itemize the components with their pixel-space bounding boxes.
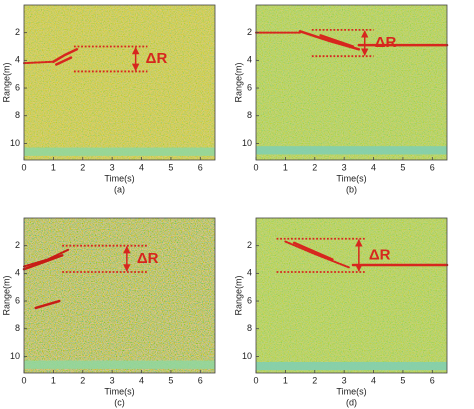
annotation-label: ΔR <box>375 34 397 51</box>
heatmap-noise <box>256 218 447 373</box>
x-tick-label: 0 <box>253 162 258 172</box>
x-tick-label: 0 <box>21 375 26 385</box>
x-tick-label: 4 <box>139 162 144 172</box>
x-tick-label: 3 <box>342 375 347 385</box>
x-tick-label: 5 <box>168 162 173 172</box>
y-tick-label: 8 <box>15 323 20 333</box>
x-tick-label: 5 <box>400 375 405 385</box>
y-tick-label: 10 <box>10 138 20 148</box>
panel: ΔR 0 1 2 3 4 5 6 2 4 6 8 10 Time(s) Range(m) (b) <box>233 4 449 194</box>
y-tick-label: 2 <box>15 240 20 250</box>
target-trace <box>23 60 55 65</box>
x-tick-label: 4 <box>139 375 144 385</box>
x-tick-label: 2 <box>312 162 317 172</box>
x-tick-label: 1 <box>283 162 288 172</box>
y-axis-label: Range(m) <box>233 62 243 102</box>
x-tick-label: 3 <box>110 162 115 172</box>
x-tick-label: 5 <box>168 375 173 385</box>
plot-frame <box>23 217 216 374</box>
x-tick-label: 3 <box>110 375 115 385</box>
x-tick-label: 2 <box>80 375 85 385</box>
plot-frame <box>255 217 448 374</box>
y-tick-label: 10 <box>242 351 252 361</box>
clutter-band <box>24 360 215 369</box>
annotation-label: ΔR <box>369 246 391 263</box>
x-tick-label: 0 <box>21 162 26 172</box>
x-tick-label: 6 <box>430 162 435 172</box>
target-trace <box>55 56 73 66</box>
panel: ΔR 0 1 2 3 4 5 6 2 4 6 8 10 Time(s) Range(m) (c) <box>1 217 216 407</box>
y-axis-label: Range(m) <box>233 275 243 315</box>
y-tick-label: 6 <box>15 82 20 92</box>
y-axis-label: Range(m) <box>1 62 11 102</box>
y-tick-label: 6 <box>247 295 252 305</box>
annotation-label: ΔR <box>137 250 159 267</box>
target-trace <box>292 241 334 261</box>
heatmap-noise <box>24 218 215 373</box>
heatmap-noise <box>24 5 215 160</box>
y-tick-label: 6 <box>247 82 252 92</box>
y-tick-label: 4 <box>247 55 252 65</box>
x-tick-label: 1 <box>283 375 288 385</box>
panel-label: (c) <box>114 397 125 407</box>
x-tick-label: 1 <box>51 162 56 172</box>
y-tick-label: 2 <box>247 27 252 37</box>
x-tick-label: 6 <box>430 375 435 385</box>
clutter-band <box>256 361 447 371</box>
y-tick-label: 10 <box>242 138 252 148</box>
x-tick-label: 6 <box>198 375 203 385</box>
x-tick-label: 4 <box>371 375 376 385</box>
y-tick-label: 8 <box>15 110 20 120</box>
x-tick-label: 5 <box>400 162 405 172</box>
y-tick-label: 2 <box>15 27 20 37</box>
panel: ΔR 0 1 2 3 4 5 6 2 4 6 8 10 Time(s) Range(m) (d) <box>233 217 449 407</box>
x-axis-label: Time(s) <box>104 386 134 396</box>
panel-label: (a) <box>114 184 125 194</box>
y-tick-label: 4 <box>247 268 252 278</box>
x-tick-label: 2 <box>312 375 317 385</box>
target-trace <box>22 254 64 271</box>
panel-label: (d) <box>346 397 357 407</box>
y-axis-label: Range(m) <box>1 275 11 315</box>
y-tick-label: 10 <box>10 351 20 361</box>
x-axis-label: Time(s) <box>104 173 134 183</box>
heatmap-noise <box>256 5 447 160</box>
x-tick-label: 6 <box>198 162 203 172</box>
x-axis-label: Time(s) <box>336 386 366 396</box>
x-tick-label: 1 <box>51 375 56 385</box>
x-axis-label: Time(s) <box>336 173 366 183</box>
target-trace <box>319 34 355 48</box>
x-tick-label: 2 <box>80 162 85 172</box>
annotation-label: ΔR <box>146 50 168 67</box>
target-trace <box>284 240 352 269</box>
plot-frame <box>23 4 216 161</box>
y-tick-label: 2 <box>247 240 252 250</box>
x-tick-label: 4 <box>371 162 376 172</box>
x-tick-label: 0 <box>253 375 258 385</box>
target-trace <box>34 299 61 310</box>
plot-frame <box>255 4 448 161</box>
clutter-band <box>256 146 447 155</box>
y-tick-label: 6 <box>15 295 20 305</box>
target-trace <box>52 48 79 63</box>
panel-label: (b) <box>346 184 357 194</box>
clutter-band <box>24 147 215 156</box>
target-trace <box>298 30 361 51</box>
y-tick-label: 4 <box>15 55 20 65</box>
y-tick-label: 4 <box>15 268 20 278</box>
x-tick-label: 3 <box>342 162 347 172</box>
panel: ΔR 0 1 2 3 4 5 6 2 4 6 8 10 Time(s) Range(m) (a) <box>1 4 216 194</box>
y-tick-label: 8 <box>247 110 252 120</box>
y-tick-label: 8 <box>247 323 252 333</box>
